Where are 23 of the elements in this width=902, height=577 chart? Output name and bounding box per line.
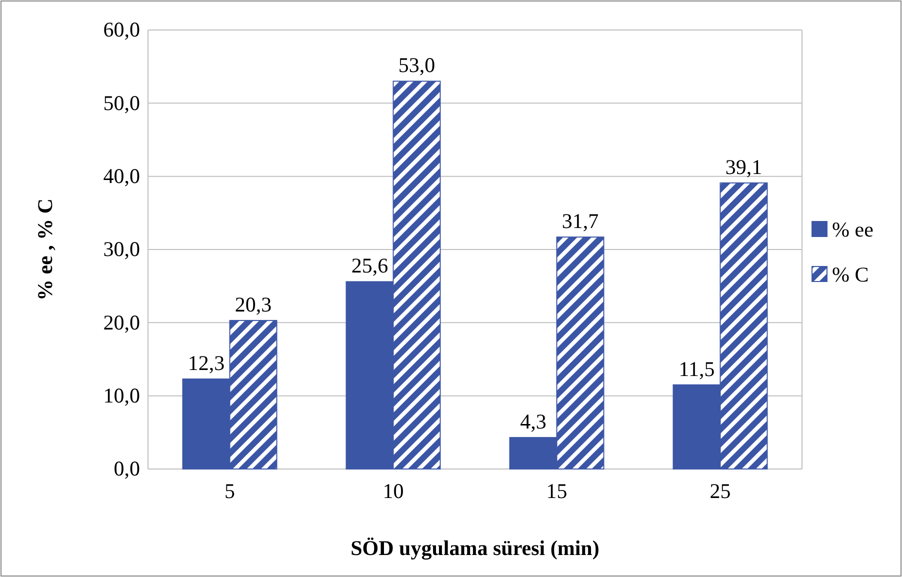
data-label: 11,5 bbox=[678, 356, 715, 381]
y-tick-label: 30,0 bbox=[103, 237, 140, 262]
x-axis-title: SÖD uygulama süresi (min) bbox=[350, 536, 600, 560]
y-tick-label: 10,0 bbox=[103, 384, 140, 408]
y-tick-label: 40,0 bbox=[103, 164, 140, 188]
y-tick-label: 20,0 bbox=[103, 310, 140, 334]
y-tick-label: 50,0 bbox=[103, 90, 140, 115]
x-tick-label: 25 bbox=[710, 478, 731, 503]
x-tick-label: 10 bbox=[382, 478, 404, 503]
x-tick-label: 15 bbox=[546, 478, 568, 503]
data-label: 39,1 bbox=[725, 154, 762, 179]
y-tick-label: 0,0 bbox=[114, 456, 140, 481]
y-tick-label: 60,0 bbox=[103, 18, 140, 42]
data-label: 20,3 bbox=[234, 292, 272, 316]
legend-label: % C bbox=[832, 262, 869, 286]
legend-label: % ee bbox=[832, 218, 874, 242]
data-label: 25,6 bbox=[351, 254, 388, 278]
data-label: 31,7 bbox=[562, 209, 599, 234]
data-label: 12,3 bbox=[188, 351, 225, 376]
y-axis-title: % ee , % C bbox=[33, 198, 57, 301]
data-label: 53,0 bbox=[398, 53, 436, 78]
x-tick-label: 5 bbox=[224, 478, 235, 503]
data-label: 4,3 bbox=[520, 410, 546, 434]
